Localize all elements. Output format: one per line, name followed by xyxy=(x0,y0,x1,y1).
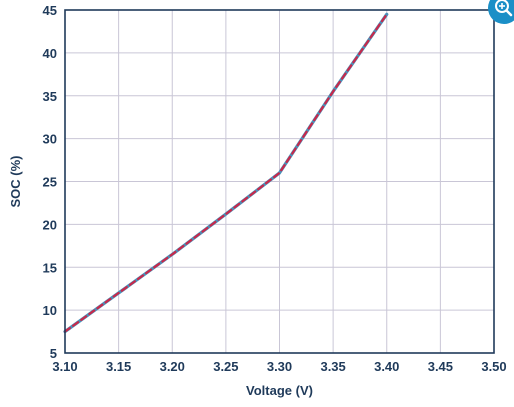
y-tick-label: 45 xyxy=(43,3,57,18)
x-axis-title: Voltage (V) xyxy=(246,383,313,398)
x-tick-label: 3.45 xyxy=(428,359,453,374)
x-tick-label: 3.15 xyxy=(106,359,131,374)
x-axis-ticks: 3.10 3.15 3.20 3.25 3.30 3.35 3.40 3.45 3.50 xyxy=(52,359,506,374)
y-tick-label: 35 xyxy=(43,89,57,104)
zoom-in-icon xyxy=(495,0,513,17)
y-tick-label: 30 xyxy=(43,132,57,147)
x-tick-label: 3.50 xyxy=(481,359,506,374)
y-axis-ticks: 5 10 15 20 25 30 35 40 45 xyxy=(43,3,57,361)
grid xyxy=(64,9,495,354)
x-tick-label: 3.20 xyxy=(160,359,185,374)
x-tick-label: 3.40 xyxy=(374,359,399,374)
plot-border xyxy=(64,9,495,354)
y-axis-title: SOC (%) xyxy=(8,156,23,208)
x-tick-label: 3.30 xyxy=(267,359,292,374)
y-tick-label: 15 xyxy=(43,260,57,275)
series-line-dashed xyxy=(63,13,388,333)
series-layer xyxy=(63,12,389,334)
y-tick-label: 25 xyxy=(43,175,57,190)
y-tick-label: 10 xyxy=(43,303,57,318)
x-tick-label: 3.35 xyxy=(320,359,345,374)
zoom-button[interactable] xyxy=(488,0,514,24)
y-tick-label: 40 xyxy=(43,46,57,61)
y-tick-label: 20 xyxy=(43,217,57,232)
x-tick-label: 3.25 xyxy=(213,359,238,374)
y-tick-label: 5 xyxy=(50,346,57,361)
x-tick-label: 3.10 xyxy=(52,359,77,374)
